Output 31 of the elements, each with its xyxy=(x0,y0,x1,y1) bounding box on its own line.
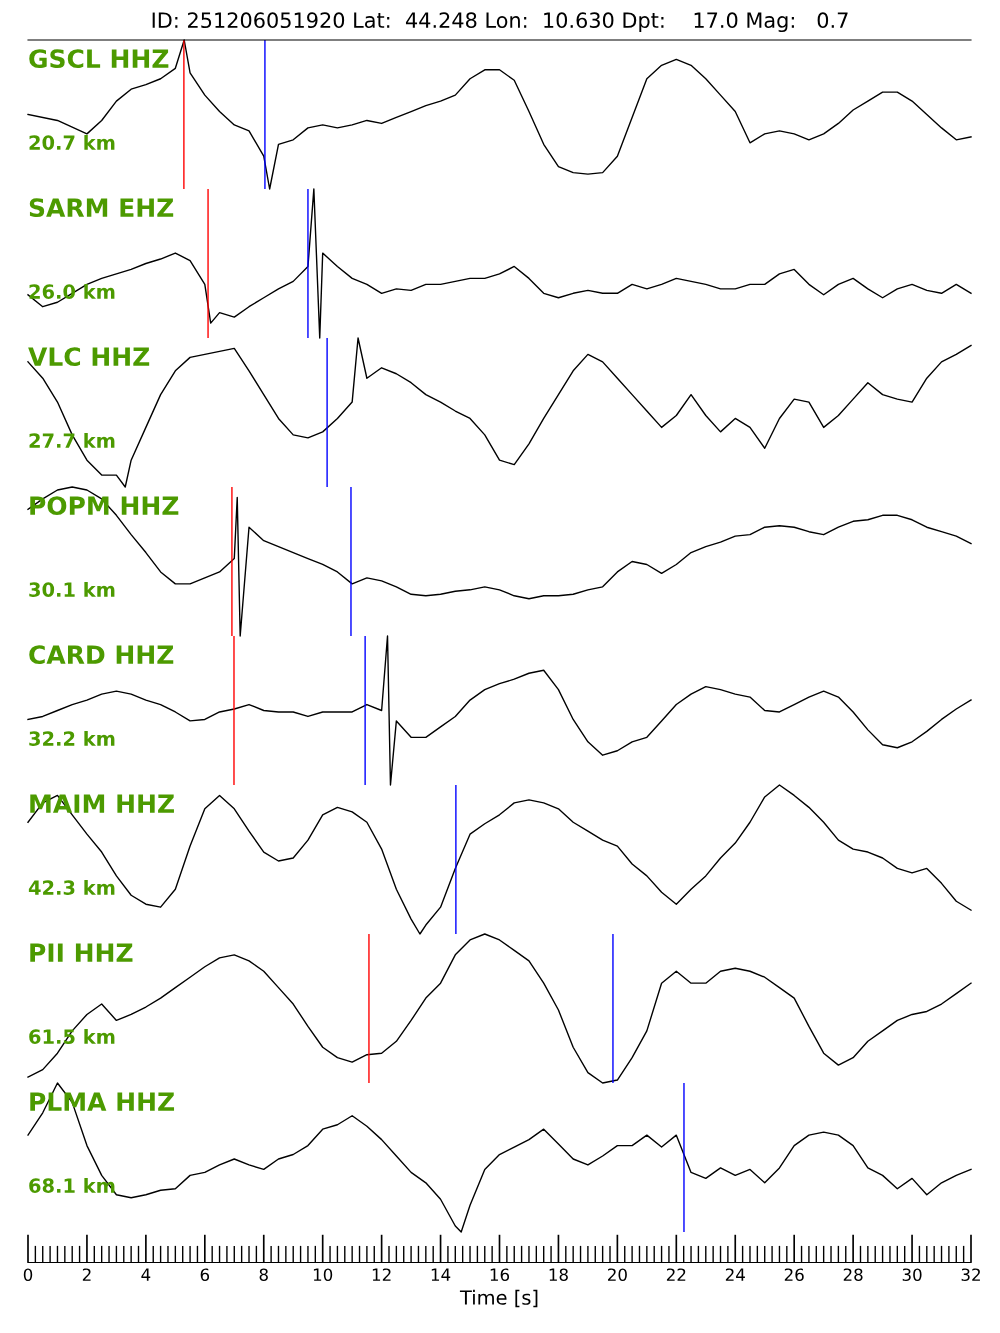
chart-title: GSCL HHZ xyxy=(29,49,169,69)
chart-title: POPM HHZ xyxy=(30,496,179,516)
x-tick-label: 22 xyxy=(666,1268,686,1281)
chart-title: SARM EHZ xyxy=(29,198,174,218)
chart-title: CARD HHZ xyxy=(29,645,174,665)
text: 26.0 km xyxy=(29,283,115,299)
x-tick-label: 14 xyxy=(431,1268,451,1281)
x-tick-label: 28 xyxy=(843,1268,863,1282)
chart-title: VLC HHZ xyxy=(28,347,150,367)
x-tick-label: 24 xyxy=(725,1268,745,1281)
x-tick-label: 18 xyxy=(549,1268,568,1282)
x-tick-label: 20 xyxy=(607,1268,627,1282)
text: ID: 251206051920 Lat: 44.248 Lon: 10.630 Dpt: 17.0 Mag: 0.7 xyxy=(152,12,848,33)
x-tick-label: 6 xyxy=(200,1268,210,1282)
text: 27.7 km xyxy=(29,432,115,448)
x-tick-label: 2 xyxy=(82,1268,91,1281)
text: 20.7 km xyxy=(29,134,115,150)
x-tick-label: 26 xyxy=(784,1268,804,1282)
text: 42.3 km xyxy=(28,879,115,895)
x-tick-label: 0 xyxy=(23,1268,33,1282)
chart-title: PII HHZ xyxy=(30,943,133,962)
x-tick-label: 12 xyxy=(372,1268,391,1281)
x-axis-title: Time [s] xyxy=(459,1289,538,1308)
x-tick-label: 8 xyxy=(259,1268,268,1282)
x-tick-label: 4 xyxy=(141,1268,151,1281)
x-tick-label: 10 xyxy=(313,1268,333,1282)
text: 32.2 km xyxy=(29,730,115,746)
text: 30.1 km xyxy=(29,581,115,597)
x-tick-label: 32 xyxy=(961,1268,980,1282)
x-tick-label: 16 xyxy=(490,1268,510,1282)
x-tick-label: 30 xyxy=(902,1268,922,1282)
